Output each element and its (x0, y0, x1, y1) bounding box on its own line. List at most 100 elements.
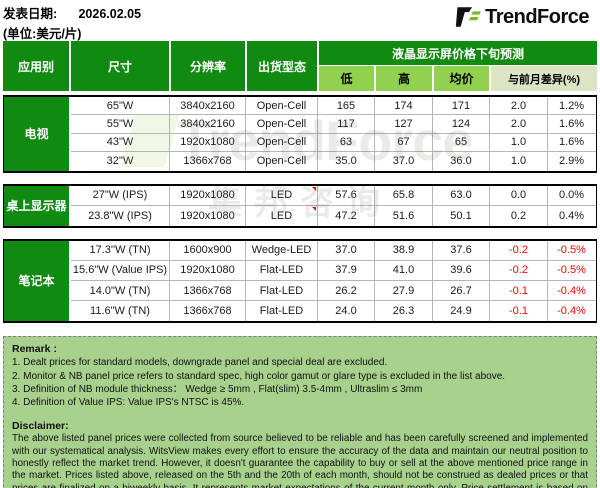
cell-high: 37.0 (375, 152, 433, 171)
cell-shipment-type: Flat-LED (246, 260, 318, 280)
remark-line: 3. Definition of NB module thickness： We… (12, 383, 423, 395)
col-header-resolution: 分辨率 (171, 41, 247, 91)
cell-resolution: 3840x2160 (170, 115, 246, 133)
cell-resolution: 1920x1080 (170, 260, 246, 280)
forecast-header-block: 液晶显示屏价格下旬预测 低 高 均价 与前月差异(%) (319, 41, 597, 91)
group-tv: 电视 65"W 3840x2160 Open-Cell 165 174 171 … (3, 95, 597, 173)
cell-low: 117 (318, 115, 375, 133)
cell-resolution: 1920x1080 (170, 133, 246, 152)
col-header-low: 低 (319, 66, 376, 91)
remark-line: 4. Definition of Value IPS: Value IPS's … (12, 396, 245, 408)
cell-diff-pct: 0.4% (558, 209, 585, 222)
cell-diff: -0.2 (490, 240, 548, 260)
col-header-average: 均价 (434, 66, 491, 91)
remark-line: 1. Dealt prices for standard models, dow… (12, 357, 388, 369)
cell-diff: 0.2 (490, 205, 548, 226)
cell-size: 27"W (IPS) (71, 185, 170, 205)
cell-diff: -0.1 (490, 280, 548, 301)
group-label-tv: 电视 (4, 97, 71, 171)
cell-resolution: 1366x768 (170, 280, 246, 301)
cell-high: 127 (375, 115, 433, 133)
cell-diff-pct: 2.9% (558, 155, 585, 168)
cell-size: 65"W (71, 97, 170, 115)
cell-resolution: 1600x900 (170, 240, 246, 260)
trendforce-logo: TrendForce (455, 4, 589, 30)
cell-size: 15.6"W (Value IPS) (71, 260, 170, 280)
col-header-shipment-type: 出货型态 (247, 41, 319, 91)
cell-resolution: 1366x768 (170, 152, 246, 171)
table-row: 23.8"W (IPS) 1920x1080 LED 47.2 51.6 50.… (71, 205, 596, 226)
cell-diff: 2.0 (490, 97, 548, 115)
cell-high: 26.3 (375, 301, 433, 322)
group-notebook: 笔记本 17.3''W (TN) 1600x900 Wedge-LED 37.0… (3, 238, 597, 324)
table-row: 55"W 3840x2160 Open-Cell 117 127 124 2.0… (71, 115, 596, 134)
report-header: 发表日期: 2026.02.05 (单位:美元/片) TrendForce (3, 3, 597, 42)
cell-average: 171 (433, 97, 490, 115)
table-row: 43"W 1920x1080 Open-Cell 63 67 65 1.0 1.… (71, 133, 596, 153)
cell-diff: -0.2 (490, 260, 548, 280)
col-header-forecast-group: 液晶显示屏价格下旬预测 (319, 41, 597, 66)
remark-title: Remark : (12, 343, 57, 356)
cell-size: 23.8"W (IPS) (71, 205, 170, 226)
col-header-high: 高 (376, 66, 434, 91)
disclaimer-text: The above listed panel prices were colle… (12, 433, 588, 488)
cell-size: 32''W (71, 152, 170, 171)
cell-shipment-type: Wedge-LED (246, 240, 318, 260)
cell-average: 37.6 (433, 240, 490, 260)
cell-average: 124 (433, 115, 490, 133)
cell-shipment-type: LED (246, 185, 318, 205)
table-row: 65"W 3840x2160 Open-Cell 165 174 171 2.0… (71, 97, 596, 116)
cell-size: 14.0"W (TN) (71, 280, 170, 301)
cell-average: 63.0 (433, 185, 490, 205)
remark-line: 2. Monitor & NB panel price refers to st… (12, 370, 506, 382)
cell-low: 35.0 (318, 152, 375, 171)
cell-size: 17.3''W (TN) (71, 240, 170, 260)
cell-resolution: 1920x1080 (170, 185, 246, 205)
table-row: 27"W (IPS) 1920x1080 LED 57.6 65.8 63.0 … (71, 185, 596, 206)
disclaimer-title: Disclaimer: (12, 420, 69, 433)
forecast-subheader-row: 低 高 均价 与前月差异(%) (319, 66, 597, 91)
group-rows-notebook: 17.3''W (TN) 1600x900 Wedge-LED 37.0 38.… (71, 240, 596, 322)
unit-label: (单位:美元/片) (3, 27, 82, 41)
publish-date-label: 发表日期: (3, 7, 58, 21)
cell-diff: -0.1 (490, 301, 548, 322)
trendforce-logo-text: TrendForce (485, 5, 589, 28)
cell-average: 24.9 (433, 301, 490, 322)
table-row: 15.6"W (Value IPS) 1920x1080 Flat-LED 37… (71, 260, 596, 281)
table-row: 17.3''W (TN) 1600x900 Wedge-LED 37.0 38.… (71, 240, 596, 261)
notes-box: Remark : 1. Dealt prices for standard mo… (3, 336, 597, 488)
table-row: 14.0"W (TN) 1366x768 Flat-LED 26.2 27.9 … (71, 280, 596, 302)
cell-diff-pct: 0.0% (558, 189, 585, 202)
group-label-notebook: 笔记本 (4, 240, 71, 322)
cell-diff: 1.0 (490, 133, 548, 152)
cell-size: 11.6"W (TN) (71, 301, 170, 322)
table-header: 应用别 尺寸 分辨率 出货型态 液晶显示屏价格下旬预测 低 高 均价 与前月差异… (3, 41, 597, 91)
cell-size: 55"W (71, 115, 170, 133)
cell-high: 38.9 (375, 240, 433, 260)
cell-shipment-type: Flat-LED (246, 301, 318, 322)
table-row: 32''W 1366x768 Open-Cell 35.0 37.0 36.0 … (71, 152, 596, 171)
cell-diff-pct: -0.4% (557, 284, 586, 297)
cell-average: 39.6 (433, 260, 490, 280)
col-header-mom-diff: 与前月差异(%) (491, 66, 597, 91)
cell-shipment-type: Flat-LED (246, 280, 318, 301)
cell-average: 36.0 (433, 152, 490, 171)
cell-low: 57.6 (318, 185, 375, 205)
col-header-size: 尺寸 (71, 41, 171, 91)
cell-low: 24.0 (318, 301, 375, 322)
cell-diff-pct: 1.6% (558, 118, 585, 131)
cell-diff: 1.0 (490, 152, 548, 171)
cell-diff-pct: -0.4% (557, 305, 586, 318)
cell-shipment-type: LED (246, 205, 318, 226)
group-label-monitor: 桌上显示器 (4, 185, 71, 226)
cell-diff: 2.0 (490, 115, 548, 133)
publish-date-line: 发表日期: 2026.02.05 (3, 3, 597, 22)
trendforce-logo-icon (455, 7, 482, 27)
cell-shipment-type: Open-Cell (246, 152, 318, 171)
cell-low: 47.2 (318, 205, 375, 226)
cell-resolution: 1366x768 (170, 301, 246, 322)
col-header-application: 应用别 (3, 41, 71, 91)
cell-average: 50.1 (433, 205, 490, 226)
cell-low: 26.2 (318, 280, 375, 301)
